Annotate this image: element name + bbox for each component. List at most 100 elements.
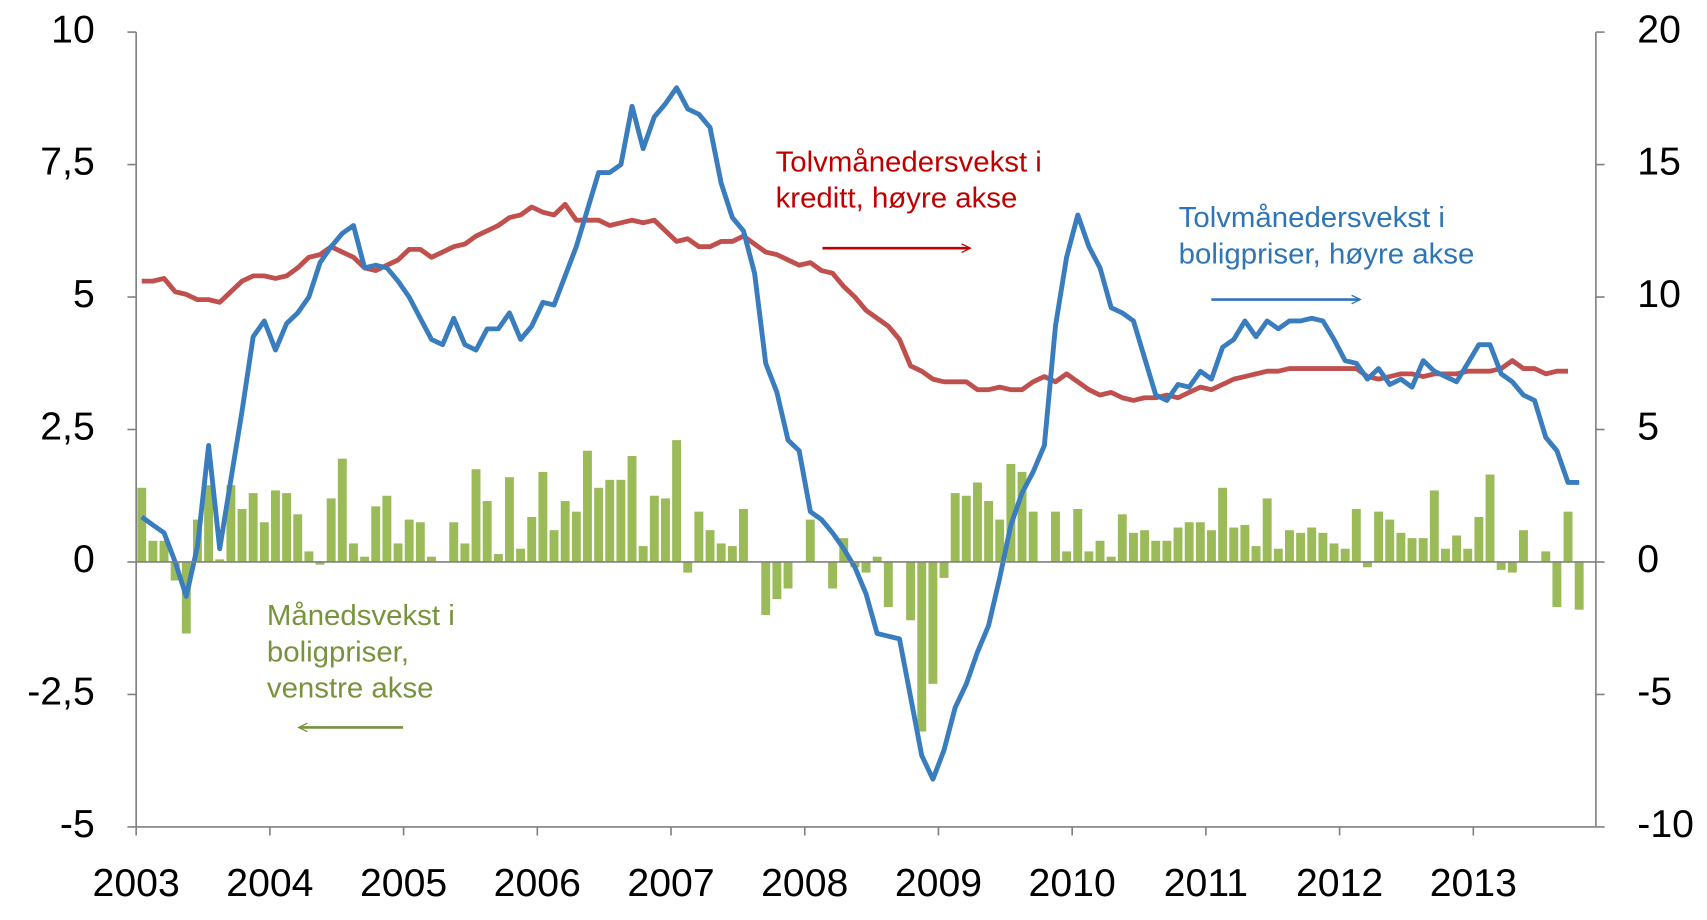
- y2-tick-label: -10: [1637, 803, 1694, 846]
- bar: [638, 546, 648, 562]
- bar: [1407, 538, 1417, 562]
- bar: [660, 498, 670, 562]
- bar: [137, 487, 147, 562]
- bar: [516, 548, 526, 562]
- bar: [828, 561, 838, 589]
- bar: [270, 490, 280, 562]
- bar: [382, 495, 392, 562]
- bar: [248, 493, 258, 562]
- bar: [761, 561, 771, 615]
- bar: [1307, 527, 1317, 562]
- bar: [460, 543, 470, 562]
- bar: [426, 556, 436, 562]
- bar: [1251, 546, 1261, 562]
- bar: [1485, 474, 1495, 562]
- bar: [148, 540, 158, 562]
- bar: [1363, 561, 1372, 568]
- bar: [928, 561, 938, 684]
- x-tick-label: 2003: [93, 862, 180, 905]
- bar: [215, 559, 225, 562]
- bar: [1374, 511, 1384, 562]
- bar: [1385, 519, 1395, 562]
- bar: [360, 556, 370, 562]
- bar: [348, 543, 358, 562]
- bar: [1296, 532, 1306, 562]
- bar: [1062, 551, 1072, 562]
- annotation: venstre akse: [267, 673, 434, 705]
- y2-tick-label: 5: [1637, 406, 1659, 449]
- bar: [1028, 511, 1038, 562]
- bar: [538, 471, 548, 562]
- bar: [872, 556, 882, 562]
- bar: [1574, 561, 1584, 610]
- x-tick-label: 2012: [1296, 862, 1383, 905]
- bar: [705, 530, 715, 562]
- bar: [906, 561, 916, 621]
- bar: [995, 519, 1005, 562]
- x-tick-label: 2004: [226, 862, 313, 905]
- bar: [482, 501, 492, 562]
- bar: [582, 450, 592, 562]
- bar: [1285, 530, 1294, 562]
- x-tick-label: 2011: [1164, 862, 1248, 905]
- bar: [727, 546, 737, 562]
- y-tick-label: -2,5: [27, 671, 95, 714]
- bar: [1106, 556, 1116, 562]
- bar: [1207, 530, 1216, 562]
- bar: [972, 482, 982, 562]
- bar: [1218, 487, 1228, 562]
- bar: [1006, 463, 1016, 562]
- bar: [605, 479, 615, 562]
- bar: [293, 514, 303, 562]
- y-tick-label: 10: [51, 9, 95, 52]
- bar: [1418, 538, 1428, 562]
- bar: [1552, 561, 1562, 608]
- bar: [627, 456, 637, 562]
- bar: [415, 522, 425, 562]
- bar: [326, 498, 336, 562]
- bar: [1017, 471, 1027, 562]
- bar: [616, 479, 626, 562]
- bar: [527, 516, 537, 562]
- x-tick-label: 2010: [1029, 862, 1116, 905]
- bar: [404, 519, 414, 562]
- bar: [1140, 530, 1150, 562]
- bar: [883, 561, 893, 608]
- bar: [1184, 522, 1194, 562]
- bar: [1563, 511, 1573, 562]
- bar: [1262, 498, 1272, 562]
- bar: [1519, 530, 1528, 562]
- bar: [1541, 551, 1551, 562]
- bar: [1050, 511, 1060, 562]
- annotation: Månedsvekst i: [267, 600, 455, 632]
- bar: [683, 561, 693, 573]
- bar: [805, 519, 815, 562]
- bar: [1452, 535, 1462, 562]
- bar: [571, 511, 581, 562]
- x-tick-label: 2007: [627, 862, 714, 905]
- bar: [282, 493, 292, 562]
- x-tick-label: 2005: [360, 862, 447, 905]
- x-tick-label: 2006: [494, 862, 581, 905]
- bar: [1340, 548, 1350, 562]
- y-tick-label: 5: [73, 274, 95, 317]
- y2-tick-label: 10: [1637, 274, 1681, 317]
- annotation: Tolvmånedersvekst i: [776, 147, 1042, 179]
- bar: [371, 506, 381, 562]
- bar: [1496, 561, 1506, 570]
- bar: [1507, 561, 1517, 573]
- line: [141, 201, 1568, 403]
- bar: [738, 508, 748, 562]
- bar: [1351, 508, 1361, 562]
- bar: [226, 485, 236, 562]
- bar: [1173, 527, 1183, 562]
- y2-tick-label: 15: [1637, 141, 1681, 184]
- bar: [1441, 548, 1450, 562]
- bar: [1240, 524, 1250, 562]
- bar: [772, 561, 782, 600]
- bar: [1195, 522, 1205, 562]
- bar: [1117, 514, 1127, 562]
- bar: [1429, 490, 1439, 562]
